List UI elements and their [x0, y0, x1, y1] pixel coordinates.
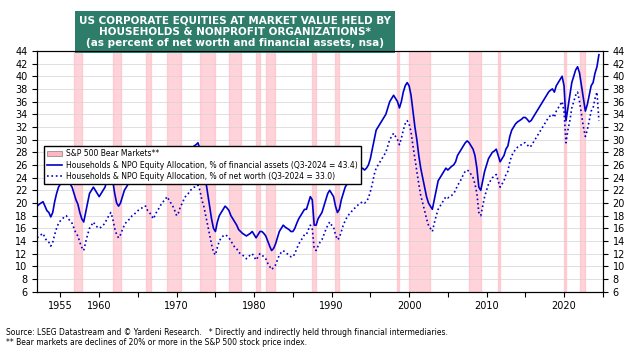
Bar [409, 51, 430, 292]
Bar [167, 51, 180, 292]
Bar [312, 51, 316, 292]
Bar [113, 51, 120, 292]
Bar [229, 51, 241, 292]
Bar [580, 51, 586, 292]
Bar [266, 51, 275, 292]
Text: Source: LSEG Datastream and © Yardeni Research.   * Directly and indirectly held: Source: LSEG Datastream and © Yardeni Re… [6, 328, 448, 347]
Bar [256, 51, 260, 292]
Text: US CORPORATE EQUITIES AT MARKET VALUE HELD BY
HOUSEHOLDS & NONPROFIT ORGANIZATIO: US CORPORATE EQUITIES AT MARKET VALUE HE… [79, 15, 391, 48]
Bar [335, 51, 339, 292]
Bar [469, 51, 481, 292]
Bar [397, 51, 399, 292]
Bar [200, 51, 215, 292]
Bar [564, 51, 566, 292]
Bar [498, 51, 500, 292]
Bar [146, 51, 152, 292]
Legend: S&P 500 Bear Markets**, Households & NPO Equity Allocation, % of financial asset: S&P 500 Bear Markets**, Households & NPO… [44, 146, 361, 184]
Bar [74, 51, 83, 292]
